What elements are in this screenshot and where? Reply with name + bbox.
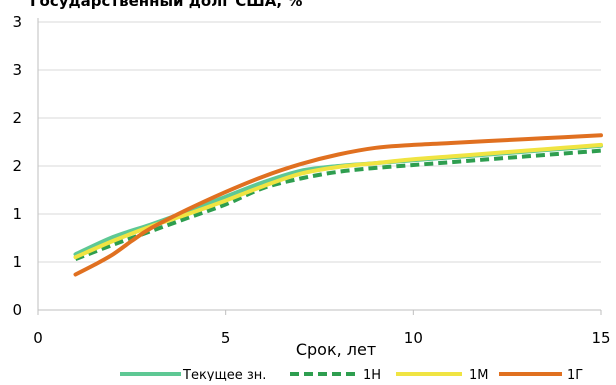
y-tick-label: 0: [12, 301, 22, 319]
legend-label: 1Н: [363, 368, 381, 381]
series-line-3: [73, 142, 603, 260]
y-tick-label: 1: [12, 205, 22, 223]
x-axis-label: Срок, лет: [296, 340, 376, 359]
series-line-1: [73, 143, 603, 257]
chart-title: Государственный долг США, %: [30, 0, 303, 10]
y-tick-label: 2: [12, 157, 22, 175]
legend-label: Текущее зн.: [182, 368, 266, 381]
x-tick-label: 10: [404, 329, 423, 347]
series-line-2: [74, 148, 602, 261]
y-tick-label: 3: [12, 61, 22, 79]
y-tick-label: 1: [12, 253, 22, 271]
x-tick-label: 15: [591, 329, 610, 347]
y-tick-label: 3: [12, 13, 22, 31]
x-tick-label: 0: [33, 329, 43, 347]
x-tick-label: 5: [221, 329, 231, 347]
legend-label: 1М: [469, 368, 489, 381]
legend-label: 1Г: [567, 368, 583, 381]
series-line-4: [73, 133, 603, 277]
y-tick-label: 2: [12, 109, 22, 127]
